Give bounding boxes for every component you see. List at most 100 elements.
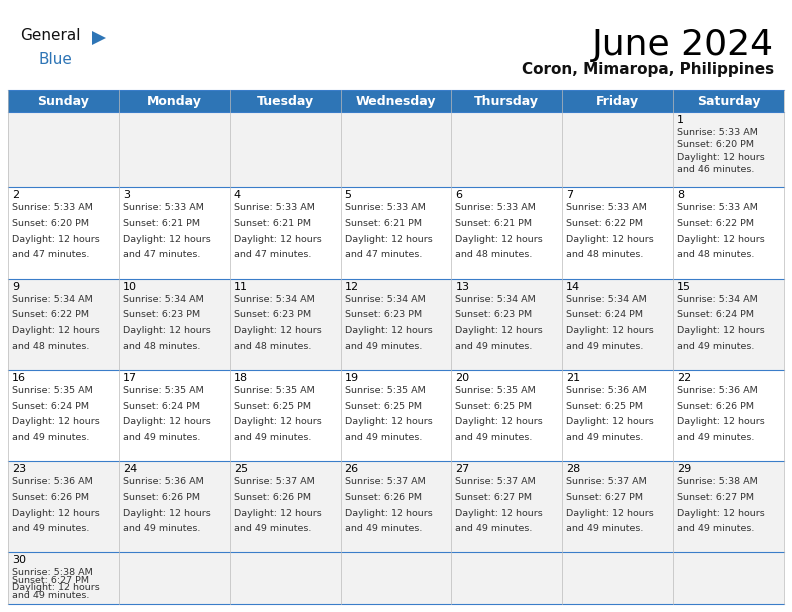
Text: and 48 minutes.: and 48 minutes. (566, 250, 644, 259)
Text: and 49 minutes.: and 49 minutes. (123, 433, 200, 442)
Text: Coron, Mimaropa, Philippines: Coron, Mimaropa, Philippines (522, 62, 774, 77)
Text: Sunset: 6:26 PM: Sunset: 6:26 PM (345, 493, 421, 502)
Text: 9: 9 (12, 282, 19, 292)
Text: Sunset: 6:20 PM: Sunset: 6:20 PM (12, 219, 89, 228)
Text: Daylight: 12 hours: Daylight: 12 hours (566, 509, 654, 518)
Text: and 49 minutes.: and 49 minutes. (345, 433, 422, 442)
Text: Sunrise: 5:36 AM: Sunrise: 5:36 AM (566, 386, 647, 395)
Text: 25: 25 (234, 464, 248, 474)
Text: 18: 18 (234, 373, 248, 383)
Text: and 49 minutes.: and 49 minutes. (12, 591, 89, 600)
Text: Sunrise: 5:35 AM: Sunrise: 5:35 AM (234, 386, 314, 395)
Text: Sunrise: 5:33 AM: Sunrise: 5:33 AM (234, 203, 314, 212)
Text: Daylight: 12 hours: Daylight: 12 hours (566, 235, 654, 244)
Text: Sunset: 6:20 PM: Sunset: 6:20 PM (677, 140, 754, 149)
Text: Sunset: 6:21 PM: Sunset: 6:21 PM (123, 219, 200, 228)
Text: Sunrise: 5:34 AM: Sunrise: 5:34 AM (234, 294, 314, 304)
Text: and 47 minutes.: and 47 minutes. (123, 250, 200, 259)
Text: Sunrise: 5:33 AM: Sunrise: 5:33 AM (566, 203, 647, 212)
Text: Daylight: 12 hours: Daylight: 12 hours (123, 326, 211, 335)
Text: Daylight: 12 hours: Daylight: 12 hours (123, 509, 211, 518)
Text: 2: 2 (12, 190, 19, 200)
Text: and 49 minutes.: and 49 minutes. (455, 433, 533, 442)
Text: Sunrise: 5:33 AM: Sunrise: 5:33 AM (345, 203, 425, 212)
Text: and 48 minutes.: and 48 minutes. (123, 341, 200, 351)
Text: Sunrise: 5:33 AM: Sunrise: 5:33 AM (455, 203, 536, 212)
Text: Sunset: 6:24 PM: Sunset: 6:24 PM (566, 310, 643, 319)
Text: 8: 8 (677, 190, 684, 200)
Text: Sunrise: 5:34 AM: Sunrise: 5:34 AM (12, 294, 93, 304)
Text: Sunset: 6:27 PM: Sunset: 6:27 PM (677, 493, 754, 502)
Text: Sunrise: 5:33 AM: Sunrise: 5:33 AM (123, 203, 204, 212)
Text: Sunset: 6:24 PM: Sunset: 6:24 PM (677, 310, 754, 319)
Text: and 48 minutes.: and 48 minutes. (677, 250, 755, 259)
Text: 17: 17 (123, 373, 137, 383)
Bar (8, 278, 784, 370)
Text: Sunset: 6:24 PM: Sunset: 6:24 PM (12, 401, 89, 411)
Text: Daylight: 12 hours: Daylight: 12 hours (12, 417, 100, 427)
Text: Sunrise: 5:33 AM: Sunrise: 5:33 AM (12, 203, 93, 212)
Text: Daylight: 12 hours: Daylight: 12 hours (345, 509, 432, 518)
Text: Sunrise: 5:38 AM: Sunrise: 5:38 AM (677, 477, 758, 486)
Text: Daylight: 12 hours: Daylight: 12 hours (12, 509, 100, 518)
Text: 15: 15 (677, 282, 691, 292)
Text: Sunrise: 5:37 AM: Sunrise: 5:37 AM (234, 477, 314, 486)
Text: Daylight: 12 hours: Daylight: 12 hours (677, 326, 765, 335)
Text: and 49 minutes.: and 49 minutes. (345, 524, 422, 533)
Text: 30: 30 (12, 556, 26, 565)
Text: and 49 minutes.: and 49 minutes. (234, 433, 311, 442)
Text: and 49 minutes.: and 49 minutes. (566, 433, 644, 442)
Text: Daylight: 12 hours: Daylight: 12 hours (12, 583, 100, 592)
Text: and 46 minutes.: and 46 minutes. (677, 165, 755, 174)
Bar (8, 187, 784, 278)
Text: Daylight: 12 hours: Daylight: 12 hours (12, 235, 100, 244)
Text: and 47 minutes.: and 47 minutes. (12, 250, 89, 259)
Text: 5: 5 (345, 190, 352, 200)
Text: 27: 27 (455, 464, 470, 474)
Text: 21: 21 (566, 373, 581, 383)
Text: and 47 minutes.: and 47 minutes. (345, 250, 422, 259)
Text: Sunset: 6:23 PM: Sunset: 6:23 PM (345, 310, 421, 319)
Text: Thursday: Thursday (474, 94, 539, 108)
Text: and 49 minutes.: and 49 minutes. (123, 524, 200, 533)
Text: 3: 3 (123, 190, 130, 200)
Text: Daylight: 12 hours: Daylight: 12 hours (677, 417, 765, 427)
Text: Daylight: 12 hours: Daylight: 12 hours (234, 509, 322, 518)
Text: and 48 minutes.: and 48 minutes. (455, 250, 533, 259)
Text: Sunrise: 5:34 AM: Sunrise: 5:34 AM (123, 294, 204, 304)
Text: Daylight: 12 hours: Daylight: 12 hours (12, 326, 100, 335)
Text: Daylight: 12 hours: Daylight: 12 hours (234, 235, 322, 244)
Text: Sunset: 6:24 PM: Sunset: 6:24 PM (123, 401, 200, 411)
Text: Daylight: 12 hours: Daylight: 12 hours (566, 417, 654, 427)
Text: Sunrise: 5:35 AM: Sunrise: 5:35 AM (345, 386, 425, 395)
Text: Sunset: 6:25 PM: Sunset: 6:25 PM (234, 401, 310, 411)
Text: Sunset: 6:23 PM: Sunset: 6:23 PM (234, 310, 310, 319)
Text: Daylight: 12 hours: Daylight: 12 hours (234, 326, 322, 335)
Text: Daylight: 12 hours: Daylight: 12 hours (234, 417, 322, 427)
Text: 4: 4 (234, 190, 241, 200)
Text: 16: 16 (12, 373, 26, 383)
Text: and 49 minutes.: and 49 minutes. (566, 524, 644, 533)
Polygon shape (92, 31, 106, 45)
Text: Sunset: 6:21 PM: Sunset: 6:21 PM (455, 219, 532, 228)
Text: Sunrise: 5:35 AM: Sunrise: 5:35 AM (123, 386, 204, 395)
Text: and 49 minutes.: and 49 minutes. (677, 433, 755, 442)
Text: 29: 29 (677, 464, 691, 474)
Text: and 49 minutes.: and 49 minutes. (566, 341, 644, 351)
Text: Daylight: 12 hours: Daylight: 12 hours (455, 326, 543, 335)
Text: 10: 10 (123, 282, 137, 292)
Text: Sunrise: 5:36 AM: Sunrise: 5:36 AM (123, 477, 204, 486)
Text: Daylight: 12 hours: Daylight: 12 hours (345, 235, 432, 244)
Text: and 49 minutes.: and 49 minutes. (345, 341, 422, 351)
Text: Sunrise: 5:38 AM: Sunrise: 5:38 AM (12, 569, 93, 577)
Text: 20: 20 (455, 373, 470, 383)
Text: Daylight: 12 hours: Daylight: 12 hours (345, 326, 432, 335)
Text: Daylight: 12 hours: Daylight: 12 hours (455, 417, 543, 427)
Text: 24: 24 (123, 464, 137, 474)
Text: Sunrise: 5:35 AM: Sunrise: 5:35 AM (12, 386, 93, 395)
Text: 22: 22 (677, 373, 691, 383)
Text: Saturday: Saturday (697, 94, 760, 108)
Text: 12: 12 (345, 282, 359, 292)
Text: 11: 11 (234, 282, 248, 292)
Text: Sunset: 6:23 PM: Sunset: 6:23 PM (123, 310, 200, 319)
